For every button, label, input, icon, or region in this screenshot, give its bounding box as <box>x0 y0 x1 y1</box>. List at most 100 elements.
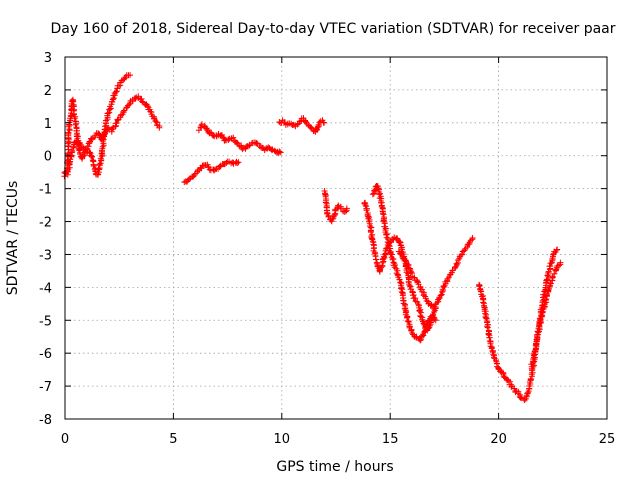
data-marker-run <box>83 143 91 153</box>
data-marker-run <box>393 235 401 242</box>
data-marker <box>469 235 476 241</box>
x-axis-label: GPS time / hours <box>276 459 393 475</box>
x-tick-label: 25 <box>599 432 616 447</box>
y-tick-label: -6 <box>39 347 52 362</box>
x-tick-label: 20 <box>490 432 507 447</box>
data-points <box>61 72 564 404</box>
data-marker-run <box>230 159 239 167</box>
data-marker <box>277 149 284 156</box>
data-marker-run <box>521 393 530 404</box>
data-marker-run <box>138 95 147 106</box>
data-marker-run <box>286 120 295 128</box>
data-marker-run <box>422 321 430 334</box>
y-tick-label: -7 <box>39 380 52 395</box>
data-marker-run <box>408 327 417 338</box>
data-marker-run <box>314 121 322 131</box>
data-marker-run <box>324 210 332 220</box>
data-marker-run <box>417 333 425 344</box>
data-marker-run <box>306 122 315 131</box>
data-marker-run <box>552 247 560 256</box>
data-marker-run <box>264 144 273 152</box>
data-marker-run <box>508 383 515 390</box>
data-marker-run <box>279 117 288 126</box>
data-marker-run <box>105 101 115 117</box>
data-marker-run <box>511 385 519 394</box>
y-tick-labels: -8 -7 -6 -5 -4 -3 -2 -1 0 1 2 3 <box>39 51 52 428</box>
data-marker-run <box>292 120 301 130</box>
y-tick-label: -3 <box>39 248 52 263</box>
data-marker-run <box>400 255 410 267</box>
data-marker-run <box>413 333 420 341</box>
data-marker-run <box>71 113 80 138</box>
data-marker-run <box>242 143 250 152</box>
data-marker-run <box>231 138 241 146</box>
data-marker-run <box>416 335 423 342</box>
data-marker-run <box>190 170 199 180</box>
data-marker-run <box>316 118 324 126</box>
data-marker-run <box>495 365 504 374</box>
data-marker-run <box>98 130 109 143</box>
data-marker-run <box>427 313 435 321</box>
data-marker-run <box>108 124 117 135</box>
data-marker-run <box>391 234 400 242</box>
data-marker-run <box>65 123 73 149</box>
data-marker-run <box>210 166 219 174</box>
data-marker-run <box>402 307 411 321</box>
y-axis-label: SDTVAR / TECUs <box>5 181 21 296</box>
data-marker-run <box>506 378 515 388</box>
data-marker-run <box>154 121 163 129</box>
data-marker-run <box>197 162 206 172</box>
data-marker-run <box>389 236 397 243</box>
data-marker-run <box>376 266 384 275</box>
data-marker-run <box>516 394 524 401</box>
chart-title: Day 160 of 2018, Sidereal Day-to-day VTE… <box>50 21 615 37</box>
data-marker-run <box>380 215 389 234</box>
data-marker-run <box>69 96 78 118</box>
data-marker-run <box>73 138 81 148</box>
data-marker-run <box>378 255 387 271</box>
x-tick-label: 5 <box>169 432 177 447</box>
data-marker-run <box>118 76 127 84</box>
data-marker-run <box>398 280 406 299</box>
data-marker-run <box>412 298 421 305</box>
data-marker-run <box>121 72 130 82</box>
data-marker-run <box>376 189 385 206</box>
data-marker-run <box>213 132 222 140</box>
data-marker <box>235 159 242 166</box>
data-marker-run <box>228 134 238 144</box>
data-marker-run <box>319 117 327 126</box>
data-marker-run <box>425 300 435 309</box>
data-marker-run <box>406 281 414 293</box>
data-marker <box>321 119 328 126</box>
data-marker-run <box>387 248 396 261</box>
data-marker <box>343 205 350 212</box>
data-marker-run <box>430 314 438 323</box>
data-marker-run <box>235 140 245 150</box>
x-tick-labels: 0 5 10 15 20 25 <box>61 432 615 447</box>
data-marker-run <box>276 119 285 127</box>
data-marker-run <box>384 239 394 254</box>
data-marker-run <box>61 169 69 177</box>
data-marker-run <box>251 139 260 147</box>
data-marker-run <box>220 160 228 168</box>
plot-frame <box>64 56 608 420</box>
data-marker-run <box>244 141 253 150</box>
y-tick-label: -1 <box>39 183 52 198</box>
data-marker-run <box>184 175 193 185</box>
data-marker-run <box>547 273 556 287</box>
data-marker-run <box>435 289 446 305</box>
data-marker-run <box>528 350 537 373</box>
data-marker <box>156 124 163 131</box>
data-marker-run <box>261 145 270 154</box>
data-marker-run <box>206 129 215 137</box>
data-marker-run <box>254 141 264 150</box>
axis-ticks <box>64 56 608 420</box>
data-marker-run <box>497 368 505 376</box>
data-marker-run <box>415 301 424 315</box>
data-marker-run <box>341 207 350 215</box>
y-tick-label: 2 <box>44 84 52 99</box>
data-marker-run <box>395 248 406 261</box>
data-marker <box>554 246 561 253</box>
data-marker-run <box>233 158 241 167</box>
